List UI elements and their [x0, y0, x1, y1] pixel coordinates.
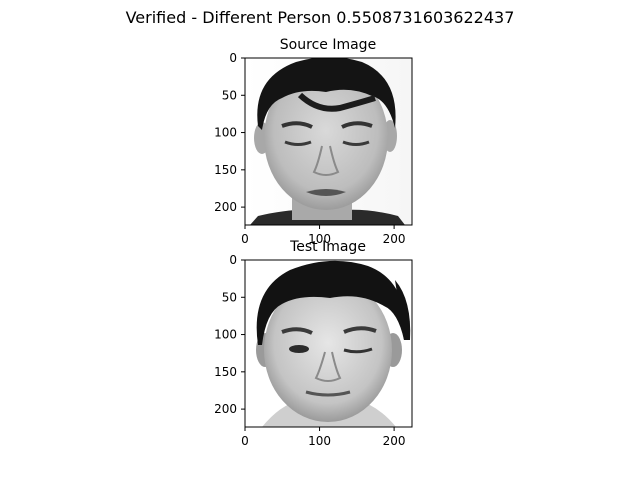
y-tick-label: 0 — [229, 253, 237, 267]
y-tick-label: 200 — [214, 200, 237, 214]
test-axes-frame — [244, 259, 413, 428]
x-tick-label: 200 — [383, 434, 406, 448]
y-tick-label: 100 — [214, 126, 237, 140]
y-tick-label: 100 — [214, 328, 237, 342]
source-x-axis: 0 100 200 — [241, 225, 406, 246]
y-tick-label: 50 — [222, 290, 237, 304]
y-tick-label: 50 — [222, 88, 237, 102]
x-tick-label: 100 — [308, 232, 331, 246]
test-image-panel: 0 50 100 150 200 0 100 200 Test Image — [214, 239, 413, 448]
y-tick-label: 0 — [229, 51, 237, 65]
x-tick-label: 200 — [383, 232, 406, 246]
y-tick-label: 200 — [214, 402, 237, 416]
y-tick-label: 150 — [214, 163, 237, 177]
x-tick-label: 100 — [308, 434, 331, 448]
test-x-axis: 0 100 200 — [241, 427, 406, 448]
y-tick-label: 150 — [214, 365, 237, 379]
test-image-title: Test Image — [289, 239, 366, 255]
source-y-axis: 0 50 100 150 200 — [214, 51, 245, 214]
source-image-title: Source Image — [280, 37, 376, 53]
source-face-image — [245, 58, 412, 225]
figure-title: Verified - Different Person 0.5508731603… — [126, 8, 515, 27]
source-axes-frame — [244, 57, 413, 226]
test-y-axis: 0 50 100 150 200 — [214, 253, 245, 416]
x-tick-label: 0 — [241, 434, 249, 448]
x-tick-label: 0 — [241, 232, 249, 246]
test-face-image — [245, 260, 412, 427]
